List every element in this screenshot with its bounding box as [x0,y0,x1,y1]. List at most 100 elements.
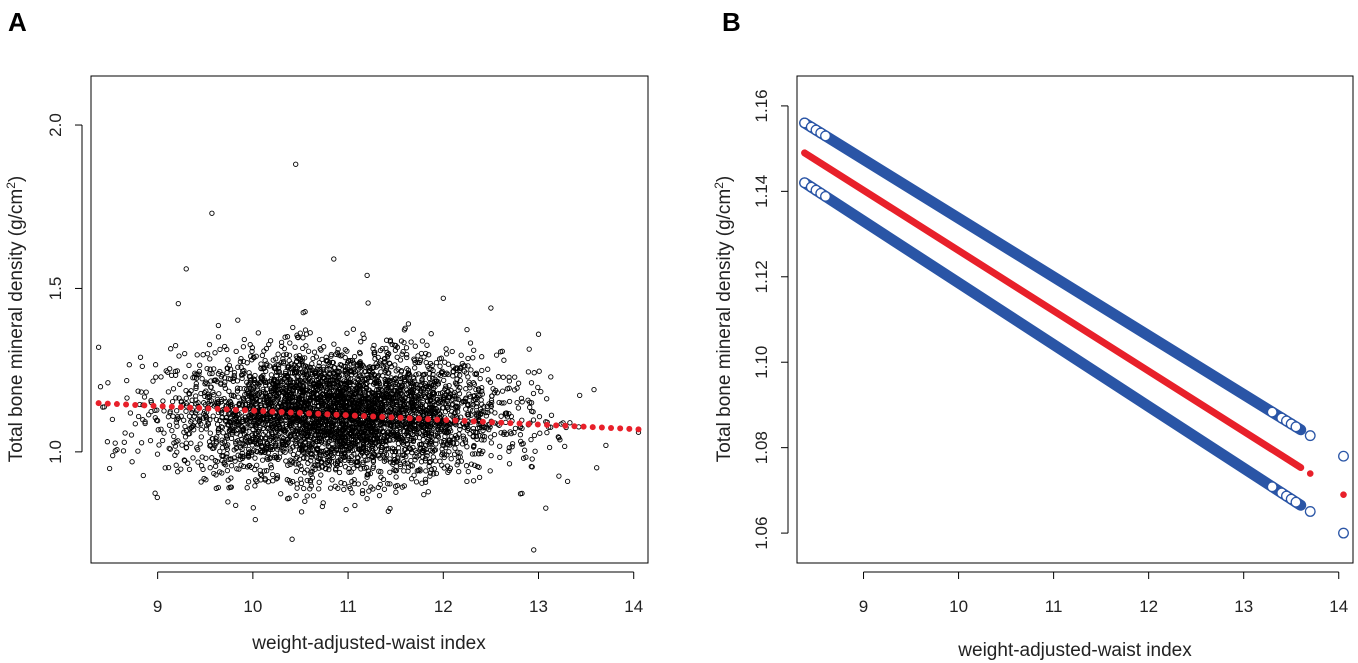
fit-point [269,408,276,415]
scatter-point [509,441,516,447]
scatter-point [355,481,361,487]
scatter-point [333,426,339,432]
scatter-point [249,432,255,438]
scatter-point [298,438,304,444]
scatter-point [332,433,338,439]
fit-point [434,416,441,423]
scatter-point [311,349,318,355]
scatter-point [294,454,300,460]
scatter-point [357,390,364,397]
scatter-point [488,452,494,459]
scatter-point [262,422,268,428]
scatter-point [287,421,293,427]
scatter-point [183,387,189,394]
scatter-point [289,421,295,427]
scatter-point [316,479,322,485]
scatter-point [360,445,367,451]
scatter-point [383,382,389,389]
panel-b-label: B [722,7,741,37]
scatter-point [375,354,381,361]
scatter-point [190,375,196,381]
scatter-point [336,458,342,464]
scatter-point [370,454,376,460]
panel-a-x-axis-title: weight-adjusted-waist index [251,633,486,654]
scatter-point [310,493,317,499]
scatter-point [303,331,310,337]
fit-point [287,409,294,416]
scatter-point [446,382,452,389]
scatter-point [165,389,172,395]
panel-b-y-tick-label: 1.06 [752,517,771,550]
scatter-point [468,412,474,418]
scatter-point [224,454,230,460]
scatter-point [297,365,303,372]
scatter-point [364,495,370,502]
scatter-point [371,342,377,349]
scatter-point [319,503,326,510]
scatter-point [497,443,503,449]
scatter-point [183,395,189,401]
scatter-point [412,343,418,349]
scatter-point [515,380,522,386]
scatter-point [488,397,495,403]
panel-a-y-axis: 1.0 1.5 2.0 [46,113,83,464]
scatter-point [296,394,302,401]
scatter-point [292,344,298,350]
scatter-point [508,430,514,437]
scatter-point [243,434,249,440]
scatter-point [239,436,245,443]
scatter-point [252,372,258,379]
scatter-point [303,371,309,378]
scatter-point [245,453,252,459]
scatter-point [338,480,344,486]
scatter-point [258,435,265,441]
scatter-point [268,444,274,451]
scatter-point [388,428,395,434]
scatter-point [375,431,382,437]
scatter-point [447,437,453,443]
scatter-point [269,385,275,392]
scatter-point [368,484,374,490]
fit-point [406,415,413,422]
scatter-point [383,457,389,463]
scatter-point [262,420,268,426]
scatter-point [284,393,290,400]
scatter-point [472,451,478,457]
scatter-point [404,390,410,397]
scatter-point [419,376,425,382]
scatter-point [432,432,438,438]
scatter-point [240,463,247,470]
fit-point [296,409,303,416]
scatter-point [335,450,341,457]
scatter-point [402,376,408,383]
scatter-point [519,441,525,447]
scatter-point [287,379,293,386]
scatter-point [364,272,370,279]
scatter-point [241,441,247,447]
scatter-point [420,428,426,434]
scatter-point [215,334,222,340]
scatter-point [393,474,399,480]
scatter-point [238,372,245,378]
scatter-point [238,423,245,430]
scatter-point [154,451,161,457]
scatter-point [334,400,340,406]
scatter-point [308,458,314,464]
scatter-point [364,474,370,480]
fit-point [123,401,130,408]
scatter-point [275,456,281,463]
fit-point [822,162,829,170]
scatter-point [253,412,259,419]
scatter-point [426,410,433,417]
scatter-point [488,434,494,440]
scatter-point [97,384,104,390]
scatter-point [393,394,399,400]
fit-point [498,419,505,426]
scatter-point [360,395,367,401]
panel-b-x-tick-label: 9 [859,597,868,616]
scatter-point [456,391,463,397]
scatter-point [340,399,346,405]
scatter-point [289,404,295,410]
scatter-point [120,448,127,454]
scatter-point [387,361,393,367]
